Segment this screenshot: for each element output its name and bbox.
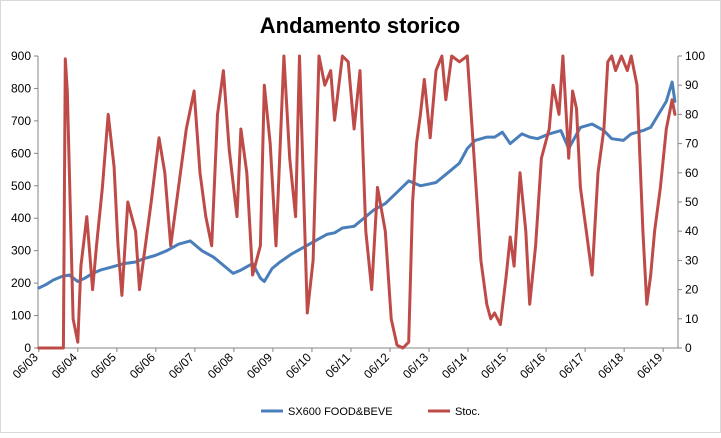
left-tick-label: 700: [11, 114, 31, 128]
right-tick-label: 20: [685, 283, 699, 297]
right-tick-label: 40: [685, 224, 699, 238]
right-tick-label: 0: [685, 341, 692, 355]
left-tick-label: 900: [11, 49, 31, 63]
legend: SX600 FOOD&BEVE Stoc.: [261, 406, 480, 418]
right-tick-label: 100: [685, 49, 705, 63]
left-tick-label: 400: [11, 211, 31, 225]
left-tick-label: 500: [11, 179, 31, 193]
left-tick-label: 0: [24, 341, 31, 355]
right-tick-label: 50: [685, 195, 699, 209]
left-tick-label: 300: [11, 244, 31, 258]
series-line-stoc: [37, 54, 677, 350]
left-tick-label: 600: [11, 146, 31, 160]
right-tick-label: 90: [685, 78, 699, 92]
right-tick-label: 10: [685, 312, 699, 326]
right-tick-label: 30: [685, 253, 699, 267]
left-tick-label: 800: [11, 81, 31, 95]
right-tick-label: 80: [685, 107, 699, 121]
right-tick-label: 60: [685, 166, 699, 180]
series-lines: [37, 54, 677, 350]
left-tick-label: 200: [11, 276, 31, 290]
chart-title: Andamento storico: [260, 13, 460, 38]
right-tick-label: 70: [685, 137, 699, 151]
left-tick-label: 100: [11, 309, 31, 323]
legend-label: SX600 FOOD&BEVE: [288, 406, 393, 418]
legend-label: Stoc.: [455, 406, 480, 418]
